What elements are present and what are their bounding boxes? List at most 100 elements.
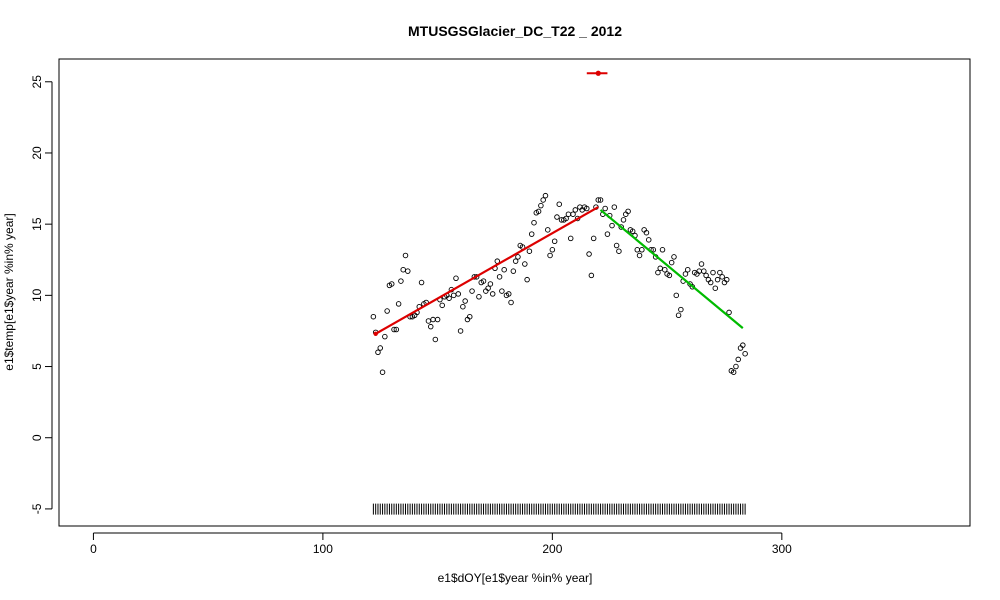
- x-tick-label-0: 0: [90, 542, 97, 556]
- data-point: [455, 291, 462, 297]
- data-point: [554, 214, 560, 220]
- data-point: [613, 242, 620, 249]
- data-point: [446, 295, 452, 301]
- data-point: [398, 278, 404, 284]
- data-point: [719, 274, 725, 280]
- y-tick-label-5: 5: [30, 363, 44, 370]
- data-point: [489, 291, 496, 297]
- data-point: [616, 248, 622, 254]
- data-point: [650, 247, 657, 253]
- data-point: [499, 288, 505, 294]
- data-point: [469, 288, 475, 294]
- data-point: [460, 303, 466, 310]
- chart-title: MTUSGSGlacier_DC_T22 _ 2012: [408, 23, 622, 39]
- y-tick-label-20: 20: [30, 146, 44, 160]
- data-point: [717, 269, 723, 276]
- y-axis: -5 0 5 10 15 20 25: [30, 75, 53, 514]
- data-point: [524, 276, 530, 283]
- data-point: [611, 204, 618, 210]
- data-point: [522, 261, 528, 267]
- data-point: [508, 299, 514, 306]
- data-point: [388, 281, 395, 287]
- data-point: [538, 202, 544, 209]
- data-point: [572, 207, 579, 213]
- data-point: [730, 369, 737, 375]
- data-point: [432, 336, 439, 343]
- fit-line-rising-start: [373, 331, 378, 336]
- data-point: [515, 254, 521, 260]
- data-point: [393, 326, 400, 333]
- data-point: [678, 306, 684, 313]
- data-point: [462, 298, 468, 304]
- data-point: [556, 201, 562, 207]
- data-point: [639, 247, 645, 253]
- data-point: [549, 247, 556, 253]
- data-point: [724, 276, 730, 283]
- data-point: [540, 197, 546, 203]
- data-point: [476, 294, 482, 300]
- data-point: [740, 342, 746, 348]
- data-point: [395, 301, 402, 307]
- data-point: [551, 238, 558, 244]
- data-point: [496, 274, 503, 280]
- data-point: [467, 313, 473, 320]
- data-point: [671, 254, 677, 260]
- data-point: [434, 316, 441, 323]
- data-point: [682, 271, 689, 277]
- x-tick-label-100: 100: [313, 542, 333, 556]
- data-point: [726, 309, 732, 316]
- data-point: [427, 323, 434, 330]
- data-point: [698, 261, 705, 267]
- data-point: [659, 247, 666, 253]
- y-tick-label-25: 25: [30, 75, 44, 89]
- data-point: [662, 266, 668, 273]
- rug-marks: [372, 503, 746, 515]
- data-point: [703, 272, 709, 279]
- data-point: [618, 224, 624, 230]
- data-point: [609, 222, 615, 229]
- x-axis-label: e1$dOY[e1$year %in% year]: [438, 571, 593, 585]
- data-point: [453, 275, 459, 282]
- data-point: [629, 228, 636, 235]
- data-point: [742, 350, 748, 357]
- data-point: [510, 268, 517, 274]
- data-point: [590, 235, 597, 242]
- data-point: [666, 272, 673, 279]
- data-point: [595, 197, 602, 203]
- data-point: [567, 235, 574, 242]
- y-tick-label-15: 15: [30, 217, 44, 231]
- data-point: [391, 326, 397, 333]
- y-tick-label-10: 10: [30, 288, 44, 302]
- fit-lines: [373, 206, 744, 336]
- plot-frame: [58, 58, 971, 527]
- y-tick-label--5: -5: [30, 503, 44, 514]
- data-point: [382, 333, 388, 340]
- data-point: [379, 369, 386, 375]
- fit-line-rising: [375, 206, 599, 335]
- x-axis: 0 100 200 300: [90, 532, 792, 556]
- data-point: [597, 197, 604, 203]
- data-point: [604, 231, 611, 237]
- data-point: [418, 279, 425, 286]
- data-point: [531, 219, 537, 226]
- data-point: [668, 259, 675, 266]
- data-point: [384, 308, 390, 314]
- data-point: [735, 356, 741, 363]
- data-point: [712, 285, 719, 291]
- data-point: [602, 205, 608, 212]
- data-point: [512, 258, 519, 264]
- data-point: [673, 292, 680, 299]
- data-point: [545, 227, 551, 233]
- x-tick-label-200: 200: [542, 542, 562, 556]
- data-point: [375, 349, 381, 356]
- data-point: [733, 363, 739, 370]
- data-point: [528, 231, 535, 237]
- y-tick-label-0: 0: [30, 434, 44, 441]
- x-tick-label-300: 300: [772, 542, 792, 556]
- data-point: [377, 345, 384, 351]
- data-point: [535, 208, 542, 215]
- data-point: [506, 291, 512, 297]
- data-point: [370, 313, 377, 320]
